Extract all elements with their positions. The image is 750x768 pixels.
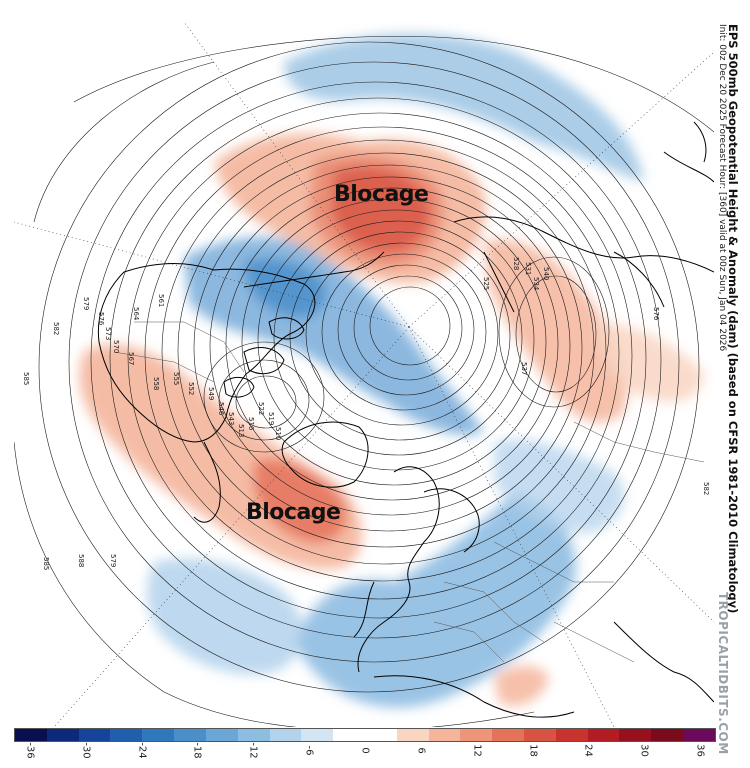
contour-label: 552 xyxy=(187,382,195,395)
map-title: EPS 500mb Geopotential Height & Anomaly … xyxy=(726,24,740,614)
contour-label: 510 xyxy=(274,427,282,440)
contour-label: 573 xyxy=(104,327,112,340)
colorbar-segment xyxy=(15,729,47,741)
colorbar-segment xyxy=(587,729,620,741)
contour-label: 558 xyxy=(152,377,160,390)
map-subtitle: Init: 00z Dec 20 2025 Forecast Hour: [36… xyxy=(717,24,727,352)
positive-anomaly-north-mid xyxy=(309,154,444,267)
colorbar-segment xyxy=(142,729,175,741)
contour-label: 546 xyxy=(217,402,225,416)
colorbar-labels: -36 -30 -24 -18 -12 -6 0 6 12 18 24 30 36 xyxy=(14,742,716,767)
colorbar-segment xyxy=(428,729,461,741)
colorbar-tick-label: -6 xyxy=(303,745,315,756)
contour-label: 549 xyxy=(207,387,215,400)
contour-labels: 582 579 576 573 570 567 564 561 558 555 … xyxy=(22,257,710,570)
colorbar-segment xyxy=(78,729,111,741)
negative-anomaly-atlantic xyxy=(147,558,303,675)
colorbar-segment xyxy=(460,729,493,741)
graticule xyxy=(14,22,714,727)
colorbar-segment xyxy=(46,729,79,741)
contour-label: 513 xyxy=(237,424,245,437)
colorbar-segment xyxy=(492,729,524,741)
colorbar-tick-label: 6 xyxy=(415,747,427,754)
colorbar-tick-label: 18 xyxy=(527,744,539,757)
brand-watermark: TROPICALTIDBITS.COM xyxy=(716,592,730,755)
contour-label: 528 xyxy=(512,257,520,270)
contour-label: 537 xyxy=(520,362,528,375)
contour-label: 570 xyxy=(112,340,120,353)
contour-label: 534 xyxy=(532,277,540,291)
colorbar-segment xyxy=(333,729,365,741)
contour-label: 561 xyxy=(157,294,165,307)
contour-label: 564 xyxy=(132,307,140,321)
contour-label: 582 xyxy=(702,482,710,495)
colorbar-segment xyxy=(364,729,397,741)
positive-anomaly-asia-east xyxy=(594,322,704,402)
colorbar-segment xyxy=(110,729,143,741)
colorbar-segment xyxy=(555,729,588,741)
colorbar-tick-label: -12 xyxy=(247,742,259,759)
positive-anomaly-atlantic-core xyxy=(254,459,347,543)
colorbar-tick-label: 36 xyxy=(694,744,706,757)
colorbar-tick-label: -24 xyxy=(136,742,148,759)
contour-label: 576 xyxy=(97,312,105,326)
anomaly-shading xyxy=(79,33,704,708)
colorbar-segment xyxy=(683,729,715,741)
map-canvas: 582 579 576 573 570 567 564 561 558 555 … xyxy=(14,22,714,727)
positive-anomaly-siberia xyxy=(484,239,627,423)
colorbar-tick-label: -30 xyxy=(80,742,92,759)
colorbar-segment xyxy=(269,729,302,741)
colorbar-segment xyxy=(651,729,684,741)
contour-label: 585 xyxy=(22,372,30,385)
borders xyxy=(113,321,705,663)
contour-label: 516 xyxy=(247,417,255,431)
contour-label: 579 xyxy=(109,554,117,567)
negative-anomaly-europe xyxy=(294,492,576,708)
colorbar-tick-label: 12 xyxy=(471,744,483,757)
colorbar-segment xyxy=(396,729,429,741)
contour-label: 576 xyxy=(652,307,660,321)
colorbar xyxy=(14,728,716,742)
contour-label: 555 xyxy=(172,372,180,385)
colorbar-segment xyxy=(524,729,556,741)
contour-label: 519 xyxy=(267,412,275,425)
contour-label: 567 xyxy=(127,352,135,365)
contour-label: 525 xyxy=(482,277,490,290)
contour-label: 531 xyxy=(524,262,532,275)
contour-label: 522 xyxy=(257,402,265,415)
colorbar-segment xyxy=(205,729,238,741)
geopotential-contours xyxy=(14,35,714,727)
positive-anomaly-africa xyxy=(494,665,549,706)
contour-label: 579 xyxy=(82,297,90,310)
contour-label: 543 xyxy=(227,412,235,425)
colorbar-segment xyxy=(619,729,652,741)
contour-label: 585 xyxy=(42,557,50,570)
contour-label: 540 xyxy=(542,267,550,280)
colorbar-segment xyxy=(174,729,206,741)
blocage-label-top: Blocage xyxy=(334,182,429,207)
colorbar-tick-label: -18 xyxy=(191,742,203,759)
contour-label: 588 xyxy=(77,554,85,567)
colorbar-segment xyxy=(237,729,270,741)
negative-anomaly-north xyxy=(284,33,644,183)
contour-label: 582 xyxy=(52,322,60,335)
colorbar-tick-label: 30 xyxy=(638,744,650,757)
coastlines xyxy=(97,121,714,718)
colorbar-tick-label: -36 xyxy=(24,742,36,759)
colorbar-tick-label: 0 xyxy=(359,747,371,754)
negative-anomaly-asia xyxy=(494,439,625,533)
colorbar-segment xyxy=(301,729,334,741)
colorbar-tick-label: 24 xyxy=(582,744,594,757)
negative-anomaly-canada-core xyxy=(244,258,327,318)
blocage-label-bottom: Blocage xyxy=(246,500,341,525)
map-panel: 582 579 576 573 570 567 564 561 558 555 … xyxy=(14,22,714,727)
